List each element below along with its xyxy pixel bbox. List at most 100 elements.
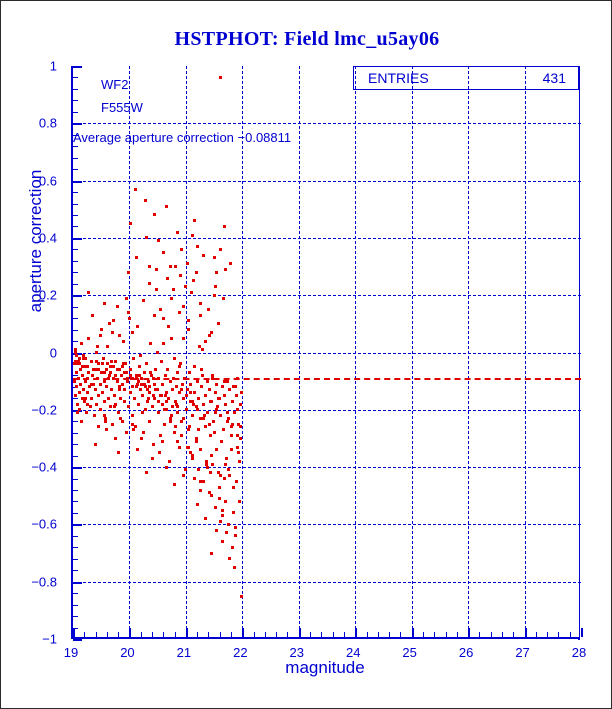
scatter-point bbox=[158, 434, 162, 438]
y-tick-minor bbox=[73, 203, 78, 205]
scatter-point bbox=[157, 239, 161, 243]
scatter-point bbox=[95, 402, 99, 406]
scatter-point bbox=[205, 379, 209, 383]
y-tick-minor bbox=[73, 558, 78, 560]
scatter-point bbox=[135, 385, 139, 389]
scatter-point bbox=[140, 382, 144, 386]
scatter-point bbox=[192, 391, 196, 395]
scatter-point bbox=[148, 391, 152, 395]
scatter-point bbox=[224, 462, 228, 466]
scatter-point bbox=[230, 399, 234, 403]
scatter-point bbox=[226, 416, 230, 420]
x-tick-minor bbox=[174, 632, 176, 637]
scatter-point bbox=[90, 382, 94, 386]
scatter-point bbox=[177, 445, 181, 449]
scatter-point bbox=[218, 485, 222, 489]
scatter-point bbox=[82, 356, 86, 360]
x-tick-major bbox=[581, 628, 583, 637]
scatter-point bbox=[232, 511, 236, 515]
y-tick-minor bbox=[73, 249, 78, 251]
scatter-point bbox=[229, 425, 233, 429]
scatter-point bbox=[189, 382, 193, 386]
scatter-point bbox=[178, 391, 182, 395]
scatter-point bbox=[162, 422, 166, 426]
x-tick-minor bbox=[219, 632, 221, 637]
scatter-point bbox=[102, 414, 106, 418]
x-tick-minor bbox=[310, 632, 312, 637]
scatter-point bbox=[217, 322, 221, 326]
scatter-point bbox=[177, 365, 181, 369]
scatter-point bbox=[91, 368, 95, 372]
scatter-point bbox=[133, 187, 137, 191]
scatter-point bbox=[122, 362, 126, 366]
scatter-point bbox=[77, 391, 81, 395]
scatter-point bbox=[159, 359, 163, 363]
scatter-point bbox=[83, 379, 87, 383]
y-tick-minor bbox=[73, 616, 78, 618]
scatter-point bbox=[98, 382, 102, 386]
scatter-point bbox=[179, 247, 183, 251]
scatter-point bbox=[133, 396, 137, 400]
scatter-point bbox=[141, 393, 145, 397]
gridline-horizontal bbox=[73, 409, 581, 411]
scatter-point bbox=[217, 396, 221, 400]
scatter-point bbox=[218, 497, 222, 501]
scatter-point bbox=[202, 479, 206, 483]
scatter-point bbox=[179, 362, 183, 366]
scatter-point bbox=[152, 382, 156, 386]
x-tick-minor bbox=[321, 632, 323, 637]
scatter-point bbox=[75, 362, 79, 366]
scatter-point bbox=[165, 408, 169, 412]
scatter-point bbox=[177, 310, 181, 314]
y-tick-minor bbox=[73, 260, 78, 262]
scatter-point bbox=[123, 388, 127, 392]
y-tick-minor bbox=[73, 226, 78, 228]
scatter-point bbox=[171, 287, 175, 291]
scatter-point bbox=[186, 328, 190, 332]
scatter-point bbox=[100, 391, 104, 395]
scatter-point bbox=[140, 376, 144, 380]
scatter-point bbox=[231, 422, 235, 426]
scatter-point bbox=[118, 396, 122, 400]
gridline-horizontal bbox=[73, 237, 581, 239]
scatter-point bbox=[201, 416, 205, 420]
scatter-point bbox=[116, 411, 120, 415]
y-tick-major bbox=[73, 123, 82, 126]
scatter-point bbox=[80, 396, 84, 400]
scatter-point bbox=[74, 371, 78, 375]
y-tick-minor bbox=[73, 134, 78, 136]
scatter-point bbox=[125, 296, 129, 300]
scatter-point bbox=[83, 365, 87, 369]
scatter-point bbox=[184, 285, 188, 289]
scatter-point bbox=[81, 388, 85, 392]
y-tick-minor bbox=[73, 375, 78, 377]
scatter-point bbox=[195, 439, 199, 443]
x-tick-minor bbox=[479, 632, 481, 637]
y-tick-minor bbox=[73, 341, 78, 343]
y-tick-label: −1 bbox=[42, 631, 57, 647]
scatter-point bbox=[187, 319, 191, 323]
scatter-point bbox=[164, 204, 168, 208]
scatter-point bbox=[149, 342, 153, 346]
scatter-point bbox=[204, 462, 208, 466]
scatter-point bbox=[199, 448, 203, 452]
x-tick-minor bbox=[276, 632, 278, 637]
scatter-point bbox=[200, 385, 204, 389]
scatter-point bbox=[226, 379, 230, 383]
scatter-point bbox=[206, 308, 210, 312]
scatter-point bbox=[169, 419, 173, 423]
scatter-point bbox=[209, 330, 213, 334]
gridline-horizontal bbox=[73, 581, 581, 583]
scatter-point bbox=[149, 373, 153, 377]
scatter-point bbox=[131, 376, 135, 380]
scatter-point bbox=[109, 388, 113, 392]
scatter-point bbox=[181, 382, 184, 386]
x-tick-label: 22 bbox=[233, 645, 248, 660]
scatter-point bbox=[198, 488, 202, 492]
scatter-point bbox=[207, 422, 211, 426]
scatter-point bbox=[187, 428, 191, 432]
scatter-point bbox=[139, 353, 143, 357]
scatter-point bbox=[97, 368, 101, 372]
scatter-point bbox=[138, 373, 142, 377]
scatter-point bbox=[221, 514, 225, 518]
